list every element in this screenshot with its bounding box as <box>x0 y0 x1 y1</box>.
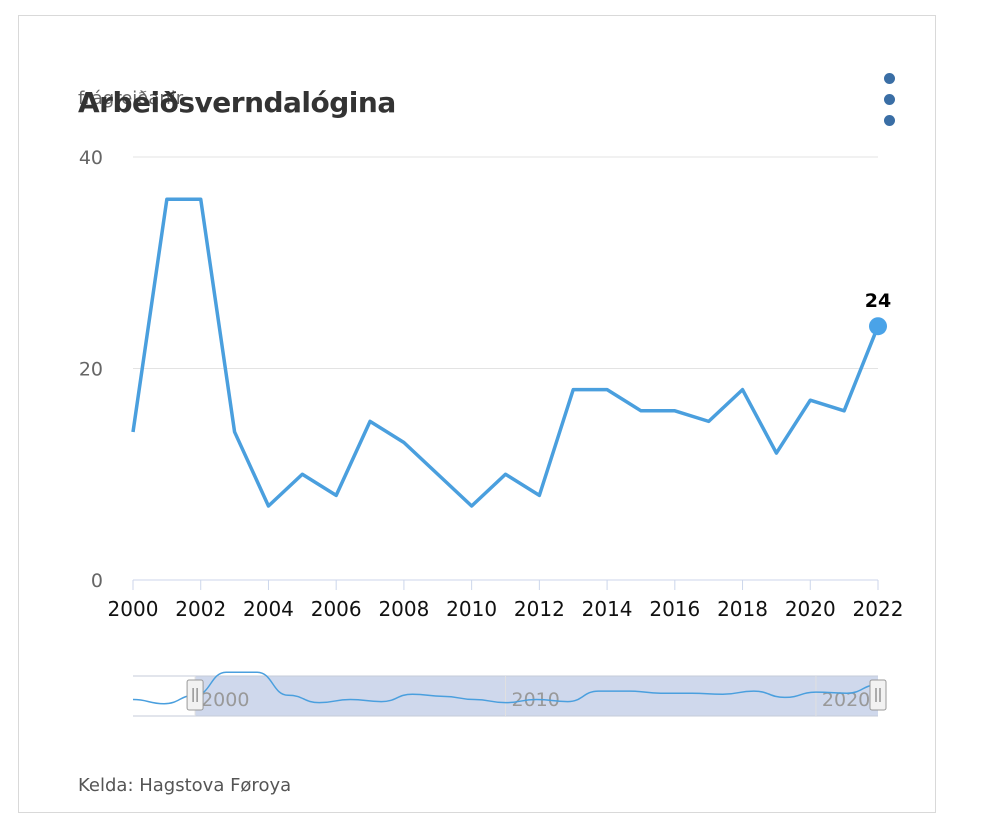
x-tick-label: 2010 <box>446 597 497 621</box>
gridlines <box>133 156 878 369</box>
source-credit: Kelda: Hagstova Føroya <box>78 775 292 796</box>
x-tick-label: 2000 <box>108 597 159 621</box>
x-tick-label: 2006 <box>311 597 362 621</box>
x-tick-label: 2014 <box>582 597 633 621</box>
drag-handle-icon <box>186 679 204 711</box>
navigator-tick-label: 2000 <box>201 689 249 711</box>
navigator-tick-label: 2020 <box>822 689 870 711</box>
y-tick-label: 40 <box>79 147 103 169</box>
drag-handle-icon <box>869 679 887 711</box>
last-point-data-label: 24 <box>865 290 891 312</box>
navigator-series-line <box>132 671 879 705</box>
series-layer: 24 <box>131 197 891 508</box>
y-tick-label: 20 <box>79 359 103 381</box>
navigator-selected-range <box>195 676 879 716</box>
last-point-marker <box>869 317 887 336</box>
x-tick-label: 2002 <box>175 597 226 621</box>
x-tick-label: 2020 <box>785 597 836 621</box>
y-tick-label: 0 <box>91 570 103 592</box>
x-tick-label: 2022 <box>853 597 904 621</box>
x-tick-label: 2016 <box>649 597 700 621</box>
x-tick-label: 2018 <box>717 597 768 621</box>
x-axis: 2000 2002 2004 2006 2008 2010 2012 2014 2016 2018… <box>108 579 904 621</box>
y-axis-ticks: 0 20 40 <box>79 147 103 592</box>
chart-title: Arbeiðsverndalógina <box>78 86 396 119</box>
navigator-right-handle[interactable] <box>869 679 887 711</box>
vertical-ellipsis-icon <box>884 115 895 126</box>
series-line <box>131 197 880 508</box>
chart-menu-button[interactable] <box>872 68 906 134</box>
vertical-ellipsis-icon <box>884 73 895 84</box>
vertical-ellipsis-icon <box>884 94 895 105</box>
navigator-left-handle[interactable] <box>186 679 204 711</box>
x-tick-label: 2008 <box>378 597 429 621</box>
y-axis-unit-label: frágreiðanir <box>78 88 184 109</box>
navigator[interactable]: 2000 2010 2020 <box>132 671 887 717</box>
x-tick-label: 2004 <box>243 597 294 621</box>
x-tick-label: 2012 <box>514 597 565 621</box>
